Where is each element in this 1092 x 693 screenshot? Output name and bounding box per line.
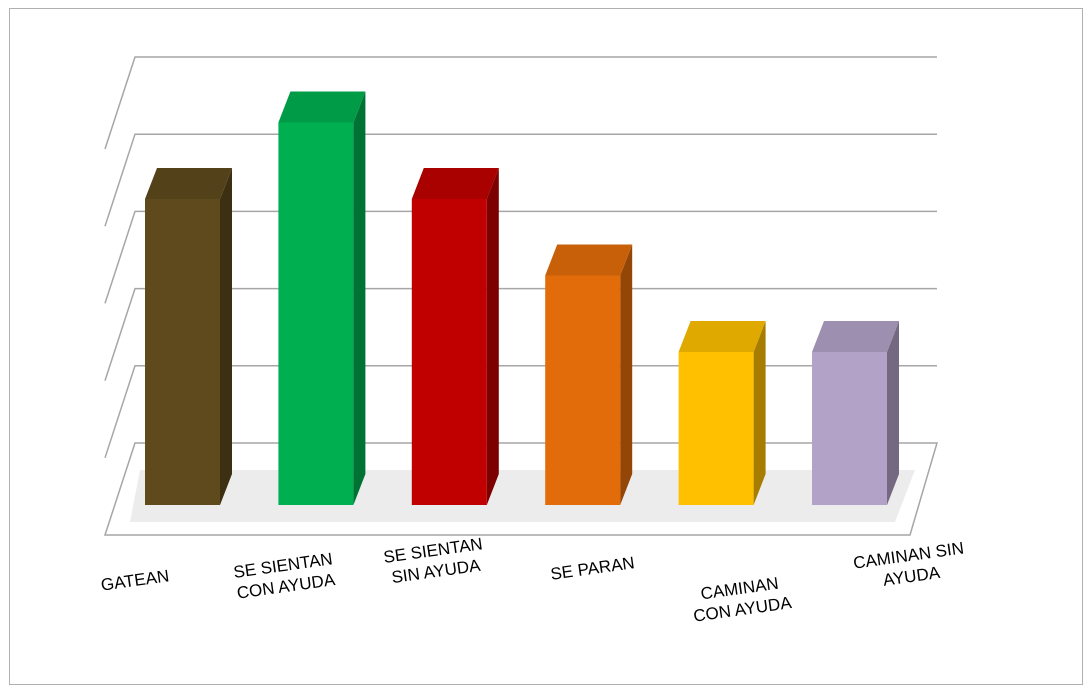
bar-top xyxy=(278,91,366,123)
bar-top xyxy=(545,244,633,276)
bar-side xyxy=(753,321,766,505)
bar-top xyxy=(678,321,766,352)
grid-line xyxy=(104,365,937,459)
grid-line xyxy=(104,56,937,150)
grid-line xyxy=(104,287,937,381)
bar xyxy=(812,352,887,505)
bar-side xyxy=(486,168,499,505)
bar xyxy=(411,199,487,505)
bar-side xyxy=(887,321,899,505)
bar xyxy=(678,352,754,505)
bar-side xyxy=(220,168,232,505)
grid-line xyxy=(104,210,937,304)
bar-top xyxy=(411,168,499,199)
bar-side xyxy=(353,91,366,505)
grid-line xyxy=(104,133,937,227)
bar xyxy=(545,275,621,505)
bar-top xyxy=(812,321,899,352)
bar-side xyxy=(620,244,633,505)
bar xyxy=(145,199,220,505)
floor-shadow xyxy=(130,470,915,522)
bar xyxy=(278,122,354,505)
bar-top xyxy=(145,168,232,199)
